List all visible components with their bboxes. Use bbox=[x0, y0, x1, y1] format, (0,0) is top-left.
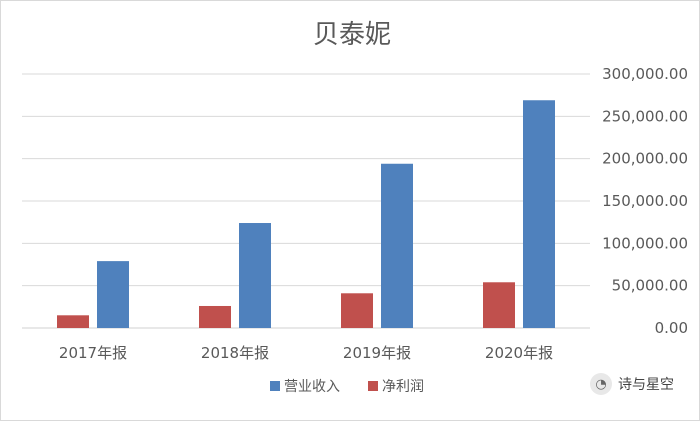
x-tick-label: 2020年报 bbox=[485, 344, 553, 362]
x-tick-label: 2019年报 bbox=[343, 344, 411, 362]
bar-revenue bbox=[239, 223, 271, 328]
legend-swatch-net-profit bbox=[368, 381, 378, 391]
y-tick-label: 200,000.00 bbox=[602, 150, 688, 168]
wechat-icon: ◔ bbox=[590, 373, 612, 395]
x-tick-label: 2017年报 bbox=[59, 344, 127, 362]
y-tick-label: 50,000.00 bbox=[612, 277, 688, 295]
bar-net-profit bbox=[199, 305, 231, 328]
bar-net-profit bbox=[483, 282, 515, 328]
bar-net-profit bbox=[341, 293, 373, 328]
bar-revenue bbox=[381, 163, 413, 328]
watermark: ◔ 诗与星空 bbox=[590, 373, 674, 395]
y-tick-label: 100,000.00 bbox=[602, 234, 688, 252]
legend-label-revenue: 营业收入 bbox=[284, 379, 340, 395]
y-tick-label: 150,000.00 bbox=[602, 192, 688, 210]
watermark-text: 诗与星空 bbox=[618, 377, 674, 393]
bar-revenue bbox=[97, 261, 129, 328]
legend-label-net-profit: 净利润 bbox=[382, 379, 424, 395]
y-tick-label: 300,000.00 bbox=[602, 65, 688, 83]
chart-title: 贝泰妮 bbox=[313, 20, 391, 50]
bar-net-profit bbox=[57, 315, 89, 328]
y-tick-label: 0.00 bbox=[655, 319, 688, 337]
bar-revenue bbox=[523, 100, 555, 328]
x-tick-label: 2018年报 bbox=[201, 344, 269, 362]
legend-swatch-revenue bbox=[270, 381, 280, 391]
y-tick-label: 250,000.00 bbox=[602, 107, 688, 125]
